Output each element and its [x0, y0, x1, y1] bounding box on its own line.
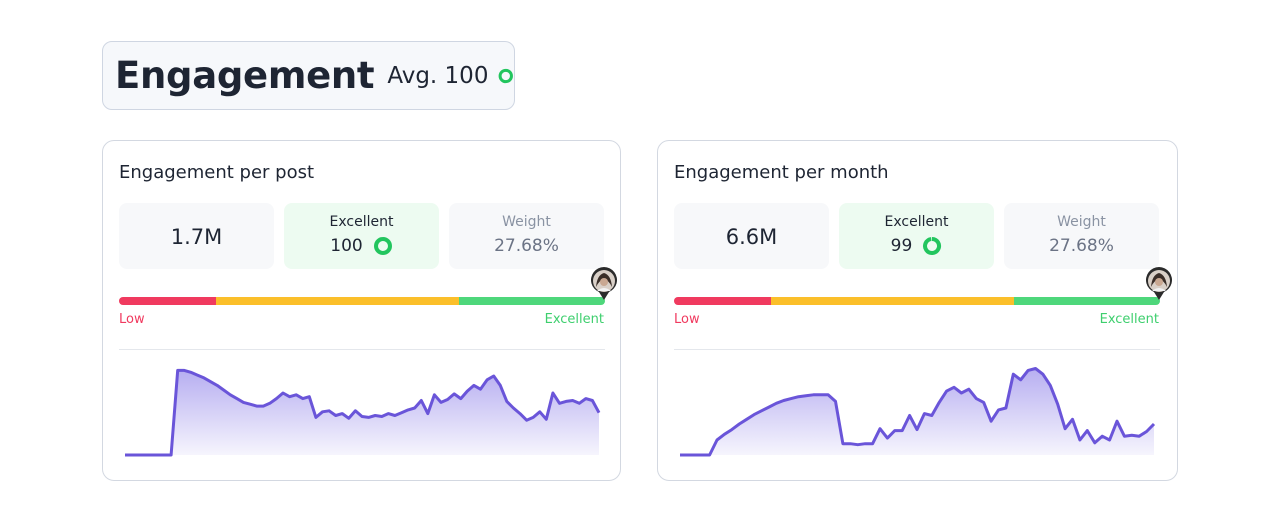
- rating-label: Excellent: [329, 214, 394, 230]
- weight-tile: Weight 27.68%: [449, 203, 604, 269]
- rating-value: 100: [330, 236, 363, 256]
- weight-value: 27.68%: [494, 236, 559, 256]
- engagement-header: Engagement Avg. 100: [102, 41, 515, 110]
- rating-value: 99: [890, 236, 913, 256]
- engagement-sparkline: [680, 367, 1156, 457]
- scale-segment-mid: [771, 297, 1015, 305]
- scale-segment-low: [674, 297, 772, 305]
- metric-value: 6.6M: [725, 225, 778, 249]
- card-title: Engagement per month: [674, 162, 889, 183]
- weight-tile: Weight 27.68%: [1004, 203, 1159, 269]
- score-scale-bar: [674, 297, 1160, 305]
- scale-segment-low: [119, 297, 217, 305]
- scale-segment-mid: [216, 297, 460, 305]
- rating-tile: Excellent 99: [839, 203, 994, 269]
- ring-progress-icon: [499, 68, 514, 83]
- scale-segment-high: [459, 297, 605, 305]
- weight-value: 27.68%: [1049, 236, 1114, 256]
- avatar-pin-icon: [591, 267, 617, 300]
- weight-label: Weight: [502, 214, 551, 230]
- rating-tile: Excellent 100: [284, 203, 439, 269]
- engagement-per-month-card: Engagement per month 6.6M Excellent 99 W…: [657, 140, 1178, 481]
- sparkline-line: [680, 367, 1156, 457]
- score-scale-bar: [119, 297, 605, 305]
- scale-high-label: Excellent: [1099, 312, 1159, 327]
- avatar-pin-icon: [1146, 267, 1172, 300]
- scale-low-label: Low: [119, 312, 145, 327]
- ring-progress-icon: [373, 237, 392, 255]
- scale-segment-high: [1014, 297, 1160, 305]
- metric-tile: 6.6M: [674, 203, 829, 269]
- engagement-per-post-card: Engagement per post 1.7M Excellent 100 W…: [102, 140, 621, 481]
- page-title: Engagement: [115, 54, 375, 97]
- divider: [674, 349, 1160, 350]
- scale-low-label: Low: [674, 312, 700, 327]
- engagement-sparkline: [125, 368, 601, 457]
- scale-high-label: Excellent: [544, 312, 604, 327]
- sparkline-area: [125, 370, 599, 455]
- sparkline-line: [125, 368, 601, 457]
- average-label: Avg. 100: [387, 62, 489, 89]
- card-title: Engagement per post: [119, 162, 315, 183]
- rating-label: Excellent: [884, 214, 949, 230]
- ring-progress-icon: [923, 236, 942, 255]
- metric-value: 1.7M: [170, 225, 223, 249]
- sparkline-area: [680, 368, 1154, 455]
- metric-tile: 1.7M: [119, 203, 274, 269]
- weight-label: Weight: [1057, 214, 1106, 230]
- divider: [119, 349, 605, 350]
